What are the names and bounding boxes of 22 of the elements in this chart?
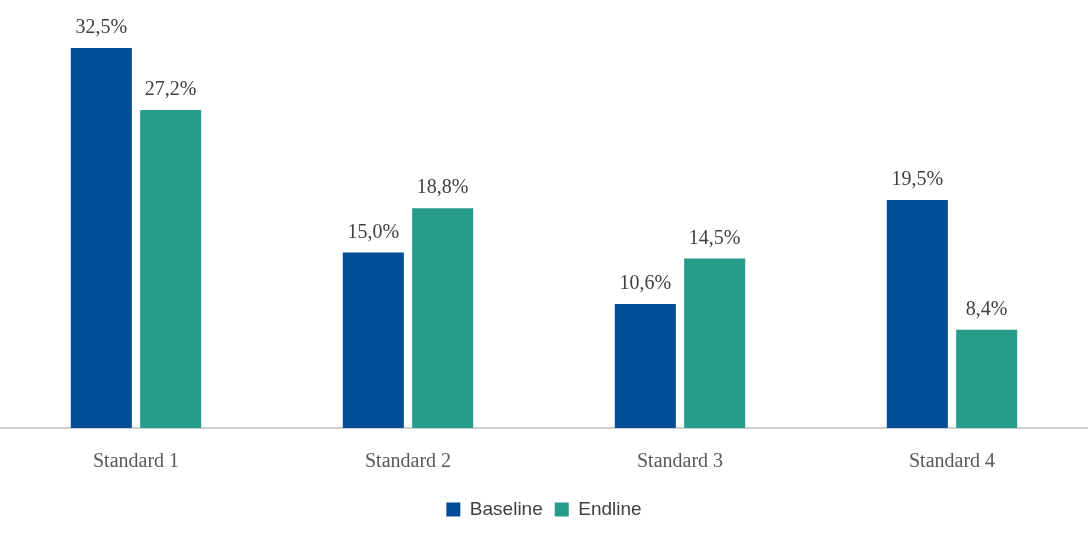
bar [342, 252, 404, 428]
data-label: 15,0% [347, 219, 400, 242]
data-label: 8,4% [965, 297, 1008, 320]
bar [614, 304, 676, 428]
data-label: 27,2% [144, 77, 197, 100]
data-label: 18,8% [416, 175, 469, 198]
data-label: 14,5% [688, 225, 741, 248]
bar [684, 258, 746, 428]
bar [140, 109, 202, 428]
bar [412, 208, 474, 428]
legend-label: Endline [578, 497, 642, 519]
x-tick-label: Standard 4 [908, 449, 996, 472]
x-tick-label: Standard 3 [636, 449, 724, 472]
x-tick-label: Standard 1 [92, 449, 180, 472]
bar [70, 48, 132, 428]
legend-label: Baseline [469, 497, 543, 519]
x-tick-label: Standard 2 [364, 449, 452, 472]
bar [956, 329, 1018, 428]
data-label: 32,5% [75, 15, 128, 38]
data-label: 10,6% [619, 271, 672, 294]
data-label: 19,5% [891, 167, 944, 190]
bar [886, 200, 948, 428]
